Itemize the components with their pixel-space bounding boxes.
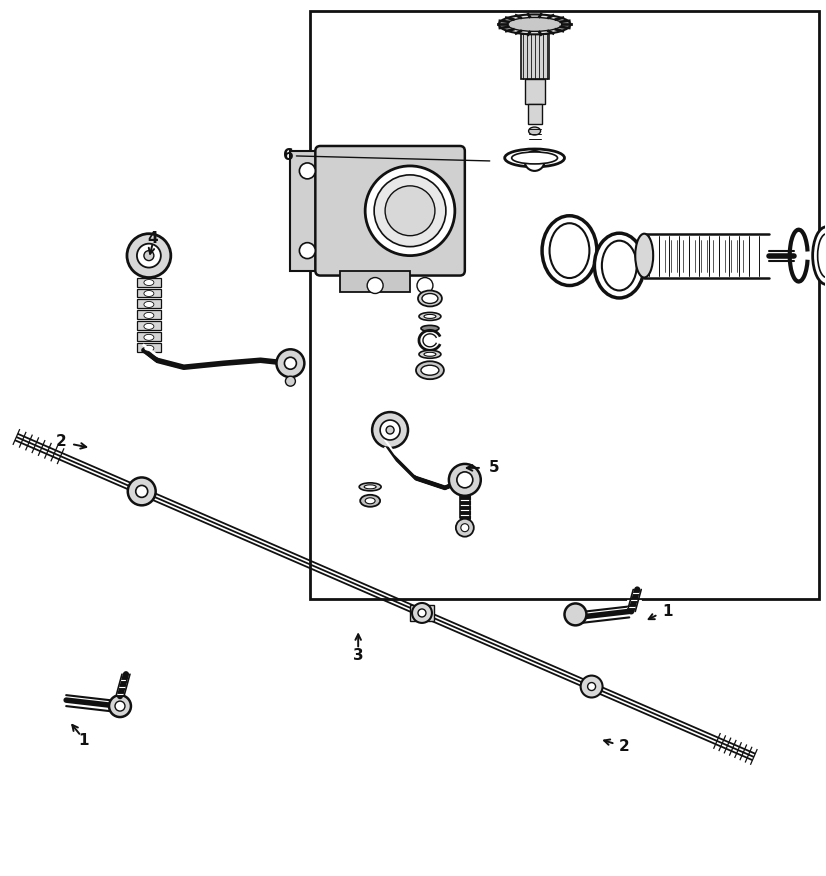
Circle shape [456, 519, 474, 537]
Text: 6: 6 [283, 148, 294, 164]
Bar [520, 34, 548, 79]
Circle shape [386, 426, 394, 434]
Text: 2: 2 [56, 434, 67, 449]
Circle shape [286, 376, 296, 386]
Ellipse shape [542, 215, 597, 286]
Ellipse shape [385, 186, 435, 236]
Circle shape [457, 472, 472, 488]
Ellipse shape [422, 293, 438, 303]
Circle shape [581, 675, 602, 697]
Ellipse shape [424, 352, 436, 357]
Ellipse shape [635, 234, 653, 278]
Text: 3: 3 [353, 647, 363, 663]
Ellipse shape [424, 314, 436, 318]
Ellipse shape [416, 361, 444, 379]
Circle shape [127, 234, 171, 278]
Ellipse shape [525, 151, 544, 171]
Circle shape [367, 278, 383, 293]
Ellipse shape [419, 313, 441, 321]
Bar [528, 104, 542, 124]
FancyBboxPatch shape [316, 146, 465, 276]
Circle shape [380, 420, 400, 440]
Bar [137, 343, 161, 352]
Circle shape [373, 412, 408, 448]
Circle shape [128, 477, 155, 505]
Ellipse shape [144, 345, 154, 351]
Circle shape [587, 682, 596, 690]
Ellipse shape [813, 227, 826, 285]
Circle shape [412, 603, 432, 623]
Ellipse shape [529, 127, 540, 135]
Ellipse shape [505, 149, 564, 167]
Circle shape [277, 350, 304, 378]
Circle shape [299, 243, 316, 258]
Ellipse shape [418, 291, 442, 307]
Ellipse shape [365, 166, 455, 256]
Ellipse shape [144, 291, 154, 296]
Bar [525, 79, 544, 104]
Ellipse shape [549, 223, 590, 278]
Text: 5: 5 [488, 461, 499, 476]
Ellipse shape [364, 484, 376, 489]
Bar [137, 310, 161, 320]
Bar [340, 271, 410, 293]
Ellipse shape [365, 498, 375, 504]
Bar [291, 151, 325, 271]
Ellipse shape [511, 152, 558, 164]
Ellipse shape [818, 234, 826, 278]
Bar [311, 11, 819, 599]
Circle shape [115, 701, 125, 711]
Circle shape [284, 357, 297, 369]
Ellipse shape [421, 325, 439, 331]
Ellipse shape [359, 483, 381, 491]
Ellipse shape [360, 495, 380, 507]
Text: 2: 2 [619, 739, 629, 754]
Ellipse shape [595, 233, 644, 298]
Circle shape [137, 244, 161, 267]
Bar [137, 278, 161, 286]
Circle shape [418, 609, 426, 617]
Bar [137, 332, 161, 342]
Bar [137, 300, 161, 308]
Ellipse shape [144, 313, 154, 318]
Bar [137, 321, 161, 330]
Circle shape [564, 604, 586, 625]
Text: 4: 4 [148, 231, 159, 246]
Text: 1: 1 [78, 733, 88, 748]
Ellipse shape [144, 279, 154, 286]
Ellipse shape [144, 301, 154, 307]
Ellipse shape [419, 350, 441, 358]
Circle shape [299, 163, 316, 179]
Circle shape [449, 464, 481, 496]
Circle shape [461, 524, 469, 532]
Ellipse shape [602, 241, 637, 291]
Ellipse shape [499, 14, 571, 34]
Ellipse shape [144, 323, 154, 329]
Ellipse shape [144, 335, 154, 341]
Ellipse shape [507, 18, 562, 32]
Circle shape [109, 696, 131, 717]
Bar [137, 288, 161, 298]
Circle shape [144, 251, 154, 260]
Text: 1: 1 [662, 604, 672, 619]
Bar [410, 605, 434, 621]
Ellipse shape [374, 175, 446, 247]
Circle shape [135, 485, 148, 498]
Circle shape [417, 278, 433, 293]
Ellipse shape [421, 365, 439, 375]
